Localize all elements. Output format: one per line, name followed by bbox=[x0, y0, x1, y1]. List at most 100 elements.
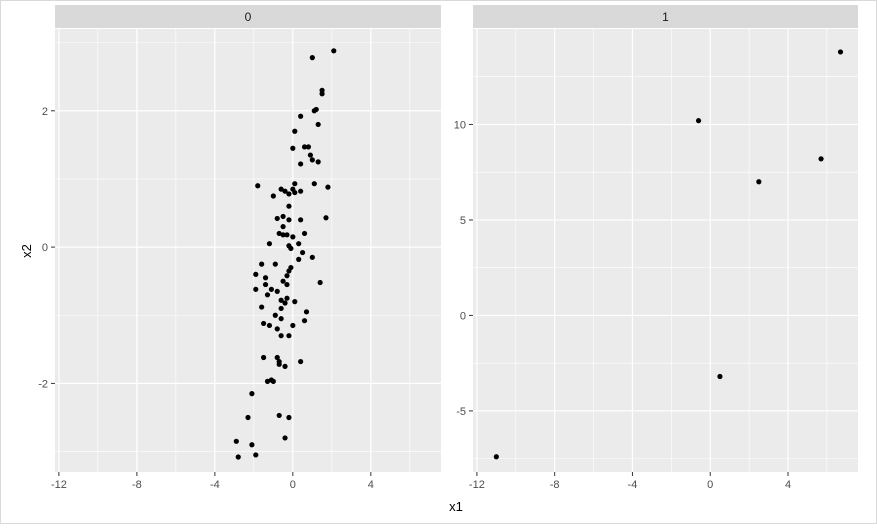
scatter-point bbox=[298, 358, 304, 365]
scatter-point bbox=[284, 232, 290, 238]
scatter-point bbox=[286, 191, 292, 197]
scatter-point bbox=[266, 322, 273, 329]
scatter-point bbox=[278, 297, 284, 303]
x-tick-label: 4 bbox=[368, 479, 374, 491]
scatter-point bbox=[278, 305, 284, 312]
x-tick-label: -4 bbox=[628, 479, 638, 491]
scatter-point bbox=[298, 188, 304, 194]
scatter-point bbox=[235, 454, 241, 460]
scatter-point bbox=[292, 299, 298, 305]
scatter-point bbox=[253, 271, 259, 277]
scatter-point bbox=[290, 322, 296, 329]
y-tick-label: -5 bbox=[456, 406, 466, 418]
facet-strip-label-0: 0 bbox=[245, 10, 252, 24]
scatter-point bbox=[290, 234, 296, 240]
y-tick-label: 5 bbox=[460, 215, 466, 227]
scatter-point bbox=[311, 181, 317, 187]
scatter-point bbox=[274, 354, 280, 361]
scatter-point bbox=[286, 203, 292, 209]
scatter-point bbox=[272, 312, 278, 318]
scatter-point bbox=[260, 320, 267, 327]
scatter-point bbox=[299, 249, 306, 256]
x-tick-label: -12 bbox=[469, 479, 485, 491]
scatter-point bbox=[280, 232, 286, 238]
scatter-point bbox=[249, 442, 255, 448]
scatter-point bbox=[264, 378, 271, 384]
scatter-point bbox=[331, 48, 337, 54]
scatter-point bbox=[325, 184, 331, 190]
scatter-point bbox=[311, 108, 317, 114]
x-tick-label: 0 bbox=[290, 479, 296, 491]
scatter-point bbox=[323, 215, 329, 221]
scatter-point bbox=[278, 333, 284, 339]
facet-strip-label-1: 1 bbox=[662, 10, 669, 24]
scatter-point bbox=[309, 254, 315, 260]
x-tick-label: -4 bbox=[210, 479, 220, 491]
x-tick-label: -12 bbox=[51, 479, 67, 491]
scatter-point bbox=[309, 157, 315, 163]
scatter-point bbox=[286, 268, 292, 274]
scatter-point bbox=[282, 188, 288, 194]
scatter-point bbox=[282, 363, 288, 369]
scatter-point bbox=[315, 159, 321, 165]
scatter-point bbox=[245, 414, 251, 421]
scatter-point bbox=[837, 49, 844, 55]
scatter-point bbox=[292, 181, 298, 187]
scatter-point bbox=[264, 292, 271, 298]
scatter-point bbox=[303, 309, 310, 315]
scatter-point bbox=[756, 179, 762, 185]
scatter-point bbox=[286, 414, 292, 421]
scatter-point bbox=[280, 278, 286, 284]
scatter-point bbox=[296, 256, 302, 262]
scatter-point bbox=[276, 361, 282, 367]
y-tick-label: 2 bbox=[42, 106, 48, 118]
y-tick-label: 0 bbox=[42, 242, 48, 254]
scatter-point bbox=[288, 245, 294, 252]
scatter-point bbox=[301, 318, 308, 324]
scatter-point bbox=[262, 281, 269, 288]
scatter-point bbox=[270, 193, 276, 199]
scatter-point bbox=[290, 145, 296, 151]
scatter-point bbox=[270, 378, 276, 384]
facet-strip-0 bbox=[55, 5, 441, 28]
scatter-point bbox=[280, 224, 286, 230]
scatter-point bbox=[286, 217, 292, 223]
panel-background-0 bbox=[55, 29, 441, 472]
scatter-point bbox=[695, 118, 702, 124]
scatter-point bbox=[274, 326, 280, 332]
x-tick-label: -8 bbox=[550, 479, 560, 491]
scatter-point bbox=[280, 213, 286, 220]
scatter-point bbox=[255, 183, 261, 189]
scatter-point bbox=[282, 435, 288, 441]
scatter-point bbox=[278, 316, 284, 322]
scatter-point bbox=[317, 279, 323, 286]
scatter-point bbox=[260, 354, 267, 361]
scatter-point bbox=[276, 412, 282, 419]
scatter-point bbox=[259, 261, 265, 267]
scatter-point bbox=[253, 452, 259, 458]
scatter-point bbox=[493, 454, 499, 460]
scatter-point bbox=[296, 241, 302, 247]
scatter-point bbox=[233, 438, 239, 444]
scatter-point bbox=[262, 275, 269, 281]
scatter-point bbox=[274, 288, 280, 294]
scatter-point bbox=[307, 152, 313, 158]
scatter-point bbox=[301, 230, 308, 237]
facet-strip-1 bbox=[473, 5, 858, 28]
scatter-point bbox=[309, 55, 315, 61]
y-tick-label: 0 bbox=[460, 310, 466, 322]
scatter-point bbox=[268, 286, 274, 292]
scatter-point bbox=[319, 91, 325, 97]
scatter-point bbox=[301, 144, 308, 150]
y-axis-title: x2 bbox=[19, 244, 34, 258]
scatter-point bbox=[282, 300, 288, 306]
scatter-point bbox=[284, 295, 290, 301]
scatter-point bbox=[298, 217, 304, 223]
scatter-point bbox=[818, 156, 824, 162]
x-tick-label: 0 bbox=[707, 479, 713, 491]
scatter-point bbox=[286, 333, 292, 339]
scatter-point bbox=[292, 128, 298, 134]
panel-background-1 bbox=[473, 29, 858, 472]
